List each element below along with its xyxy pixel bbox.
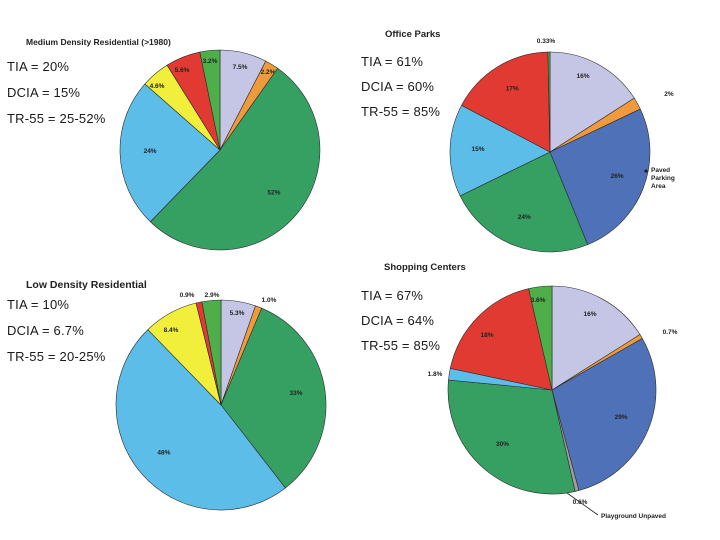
- stat-tr55-low: TR-55 = 20-25%: [7, 349, 106, 364]
- chart-title-low: Low Density Residential: [26, 279, 147, 291]
- pie-chart-shopping: Shopping Centers16%0.7%29%0.6%30%1.8%18%…: [384, 262, 678, 506]
- pie-slice-shopping-4: [447, 379, 576, 495]
- pie-slice-office-3: [459, 151, 589, 253]
- stat-tr55-office: TR-55 = 85%: [361, 104, 441, 119]
- slice-label-medium-0: 7.5%: [233, 64, 248, 71]
- slice-label-office-6: 0.33%: [537, 38, 556, 45]
- slice-label-medium-6: 3.2%: [203, 58, 218, 65]
- stat-dcia-medium: DCIA = 15%: [7, 85, 81, 100]
- slice-label-shopping-7: 3.6%: [531, 297, 546, 304]
- pie-slice-medium-6: [199, 49, 221, 151]
- slice-label-office-0: 16%: [576, 73, 589, 80]
- slice-label-office-3: 24%: [518, 214, 531, 221]
- slice-label-low-3: 48%: [157, 450, 170, 457]
- annotation-paved-parking-line: Paved: [651, 167, 670, 174]
- slice-label-low-0: 5.3%: [230, 310, 245, 317]
- pie-slice-medium-3: [119, 83, 221, 223]
- pie-slice-office-2: [549, 108, 651, 246]
- stat-dcia-office: DCIA = 60%: [361, 79, 435, 94]
- pie-chart-low: Low Density Residential 5.3% 1.0% 33% 48% 8.4…: [26, 279, 327, 511]
- chart-title-office: Office Parks: [385, 29, 440, 40]
- pie-slice-office-5: [461, 51, 551, 153]
- annotation-paved-parking-line: Area: [651, 183, 666, 190]
- annotation-playground-label: Playground Unpaved: [601, 513, 666, 520]
- annotation-paved-parking-label: Paved Parking Area: [651, 167, 675, 190]
- stat-tia-low: TIA = 10%: [7, 297, 70, 312]
- slice-label-low-6: 2.9%: [205, 292, 220, 299]
- pie-slice-shopping-6: [449, 288, 553, 391]
- pie-chart-medium: Medium Density Residential (>1980) 7.5% 2.…: [26, 37, 321, 251]
- slice-label-medium-4: 4.6%: [150, 83, 165, 90]
- slice-label-medium-2: 52%: [267, 190, 280, 197]
- slice-label-shopping-4: 30%: [496, 441, 509, 448]
- stat-tr55-medium: TR-55 = 25-52%: [7, 111, 106, 126]
- annotation-paved-parking-line: Parking: [651, 175, 675, 182]
- pie-slice-shopping-2: [551, 338, 657, 491]
- stat-dcia-low: DCIA = 6.7%: [7, 323, 84, 338]
- slice-label-medium-1: 2.2%: [261, 69, 276, 76]
- stat-tia-shopping: TIA = 67%: [361, 288, 424, 303]
- slice-label-shopping-5: 1.8%: [428, 371, 443, 378]
- slice-label-office-4: 15%: [471, 146, 484, 153]
- pie-chart-office: Office Parks 16% 2% 26% 24% 15% 17% 0.33%: [385, 29, 674, 253]
- pie-slice-office-4: [449, 104, 551, 197]
- annotation-playground-leader: [566, 492, 599, 516]
- slice-label-shopping-1: 0.7%: [663, 329, 678, 336]
- slice-label-low-4: 8.4%: [164, 327, 179, 334]
- pie-slice-low-2: [220, 307, 327, 489]
- slice-label-medium-5: 5.6%: [175, 67, 190, 74]
- pie-slice-office-0: [549, 51, 635, 153]
- stat-tia-medium: TIA = 20%: [7, 59, 70, 74]
- slice-label-low-2: 33%: [289, 390, 302, 397]
- slice-label-office-5: 17%: [506, 86, 519, 93]
- slice-label-medium-3: 24%: [144, 148, 157, 155]
- pie-slice-shopping-7: [528, 285, 553, 391]
- slice-label-shopping-2: 29%: [615, 414, 628, 421]
- slice-label-low-1: 1.0%: [262, 297, 277, 304]
- pie-slice-medium-2: [149, 67, 321, 251]
- pie-slice-office-6: [547, 51, 551, 153]
- annotation-playground: Playground Unpaved: [566, 492, 666, 520]
- stat-tia-office: TIA = 61%: [361, 54, 424, 69]
- annotation-paved-parking: Paved Parking Area: [644, 167, 675, 190]
- slice-label-shopping-6: 18%: [480, 332, 493, 339]
- pie-slice-low-3: [115, 329, 286, 511]
- pie-slice-low-6: [201, 299, 222, 406]
- slice-label-low-5: 0.9%: [180, 292, 195, 299]
- stat-tr55-shopping: TR-55 = 85%: [361, 338, 441, 353]
- chart-title-medium: Medium Density Residential (>1980): [26, 37, 171, 47]
- slice-label-shopping-0: 16%: [583, 311, 596, 318]
- chart-title-shopping: Shopping Centers: [384, 262, 466, 273]
- slice-label-office-2: 26%: [611, 173, 624, 180]
- annotation-dot: [644, 169, 648, 173]
- pie-slice-shopping-0: [551, 285, 641, 391]
- stat-dcia-shopping: DCIA = 64%: [361, 313, 435, 328]
- slice-label-office-1: 2%: [664, 91, 674, 98]
